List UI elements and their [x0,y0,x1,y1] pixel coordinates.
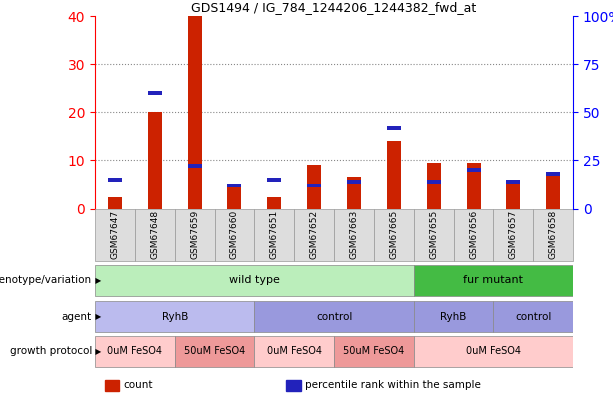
Bar [148,112,162,209]
Text: agent: agent [62,312,92,322]
Bar [188,164,202,168]
Bar [294,209,334,261]
Bar [546,175,560,209]
Bar [493,301,573,333]
Bar [286,380,300,391]
Bar [533,209,573,261]
Text: 50uM FeSO4: 50uM FeSO4 [184,346,245,356]
Bar [227,187,242,209]
Bar [334,209,374,261]
Bar [188,16,202,209]
Text: GSM67648: GSM67648 [150,210,159,259]
Text: growth protocol: growth protocol [10,346,92,356]
Bar [148,91,162,95]
Text: GSM67655: GSM67655 [429,210,438,260]
Text: 0uM FeSO4: 0uM FeSO4 [466,346,521,356]
Text: GSM67659: GSM67659 [190,210,199,260]
Bar [454,209,493,261]
Bar [414,301,493,333]
Bar [105,380,119,391]
Text: GSM67651: GSM67651 [270,210,279,260]
Bar [493,209,533,261]
Bar [95,209,135,261]
Bar [307,165,321,209]
Text: percentile rank within the sample: percentile rank within the sample [305,380,481,390]
Bar [108,178,122,181]
Bar [347,180,361,183]
Bar [135,209,175,261]
Bar [506,180,520,183]
Text: ▶: ▶ [93,276,101,285]
Bar [254,301,414,333]
Text: RyhB: RyhB [161,312,188,322]
Text: GSM67663: GSM67663 [349,210,359,260]
Text: genotype/variation: genotype/variation [0,275,92,286]
Bar [387,141,401,209]
Text: GSM67656: GSM67656 [469,210,478,260]
Text: GSM67665: GSM67665 [389,210,398,260]
Bar [506,182,520,209]
Bar [95,265,414,296]
Text: GSM67658: GSM67658 [549,210,558,260]
Bar [95,336,175,367]
Text: 0uM FeSO4: 0uM FeSO4 [107,346,162,356]
Text: GSM67647: GSM67647 [110,210,120,259]
Bar [334,336,414,367]
Bar [414,336,573,367]
Text: control: control [515,312,552,322]
Text: GSM67657: GSM67657 [509,210,518,260]
Bar [254,336,334,367]
Bar [307,183,321,188]
Bar [466,163,481,209]
Bar [267,178,281,181]
Bar [374,209,414,261]
Bar [347,177,361,209]
Title: GDS1494 / IG_784_1244206_1244382_fwd_at: GDS1494 / IG_784_1244206_1244382_fwd_at [191,1,477,14]
Bar [175,209,215,261]
Text: 50uM FeSO4: 50uM FeSO4 [343,346,405,356]
Text: wild type: wild type [229,275,280,286]
Text: ▶: ▶ [93,347,101,356]
Text: 0uM FeSO4: 0uM FeSO4 [267,346,322,356]
Bar [466,168,481,172]
Bar [215,209,254,261]
Bar [546,172,560,176]
Text: fur mutant: fur mutant [463,275,524,286]
Text: control: control [316,312,352,322]
Bar [414,265,573,296]
Bar [175,336,254,367]
Text: ▶: ▶ [93,312,101,322]
Text: RyhB: RyhB [440,312,467,322]
Bar [108,196,122,209]
Bar [254,209,294,261]
Bar [267,196,281,209]
Text: GSM67652: GSM67652 [310,210,319,259]
Bar [414,209,454,261]
Bar [95,301,254,333]
Bar [227,183,242,188]
Text: count: count [124,380,153,390]
Bar [387,126,401,130]
Bar [427,163,441,209]
Bar [427,180,441,183]
Text: GSM67660: GSM67660 [230,210,239,260]
